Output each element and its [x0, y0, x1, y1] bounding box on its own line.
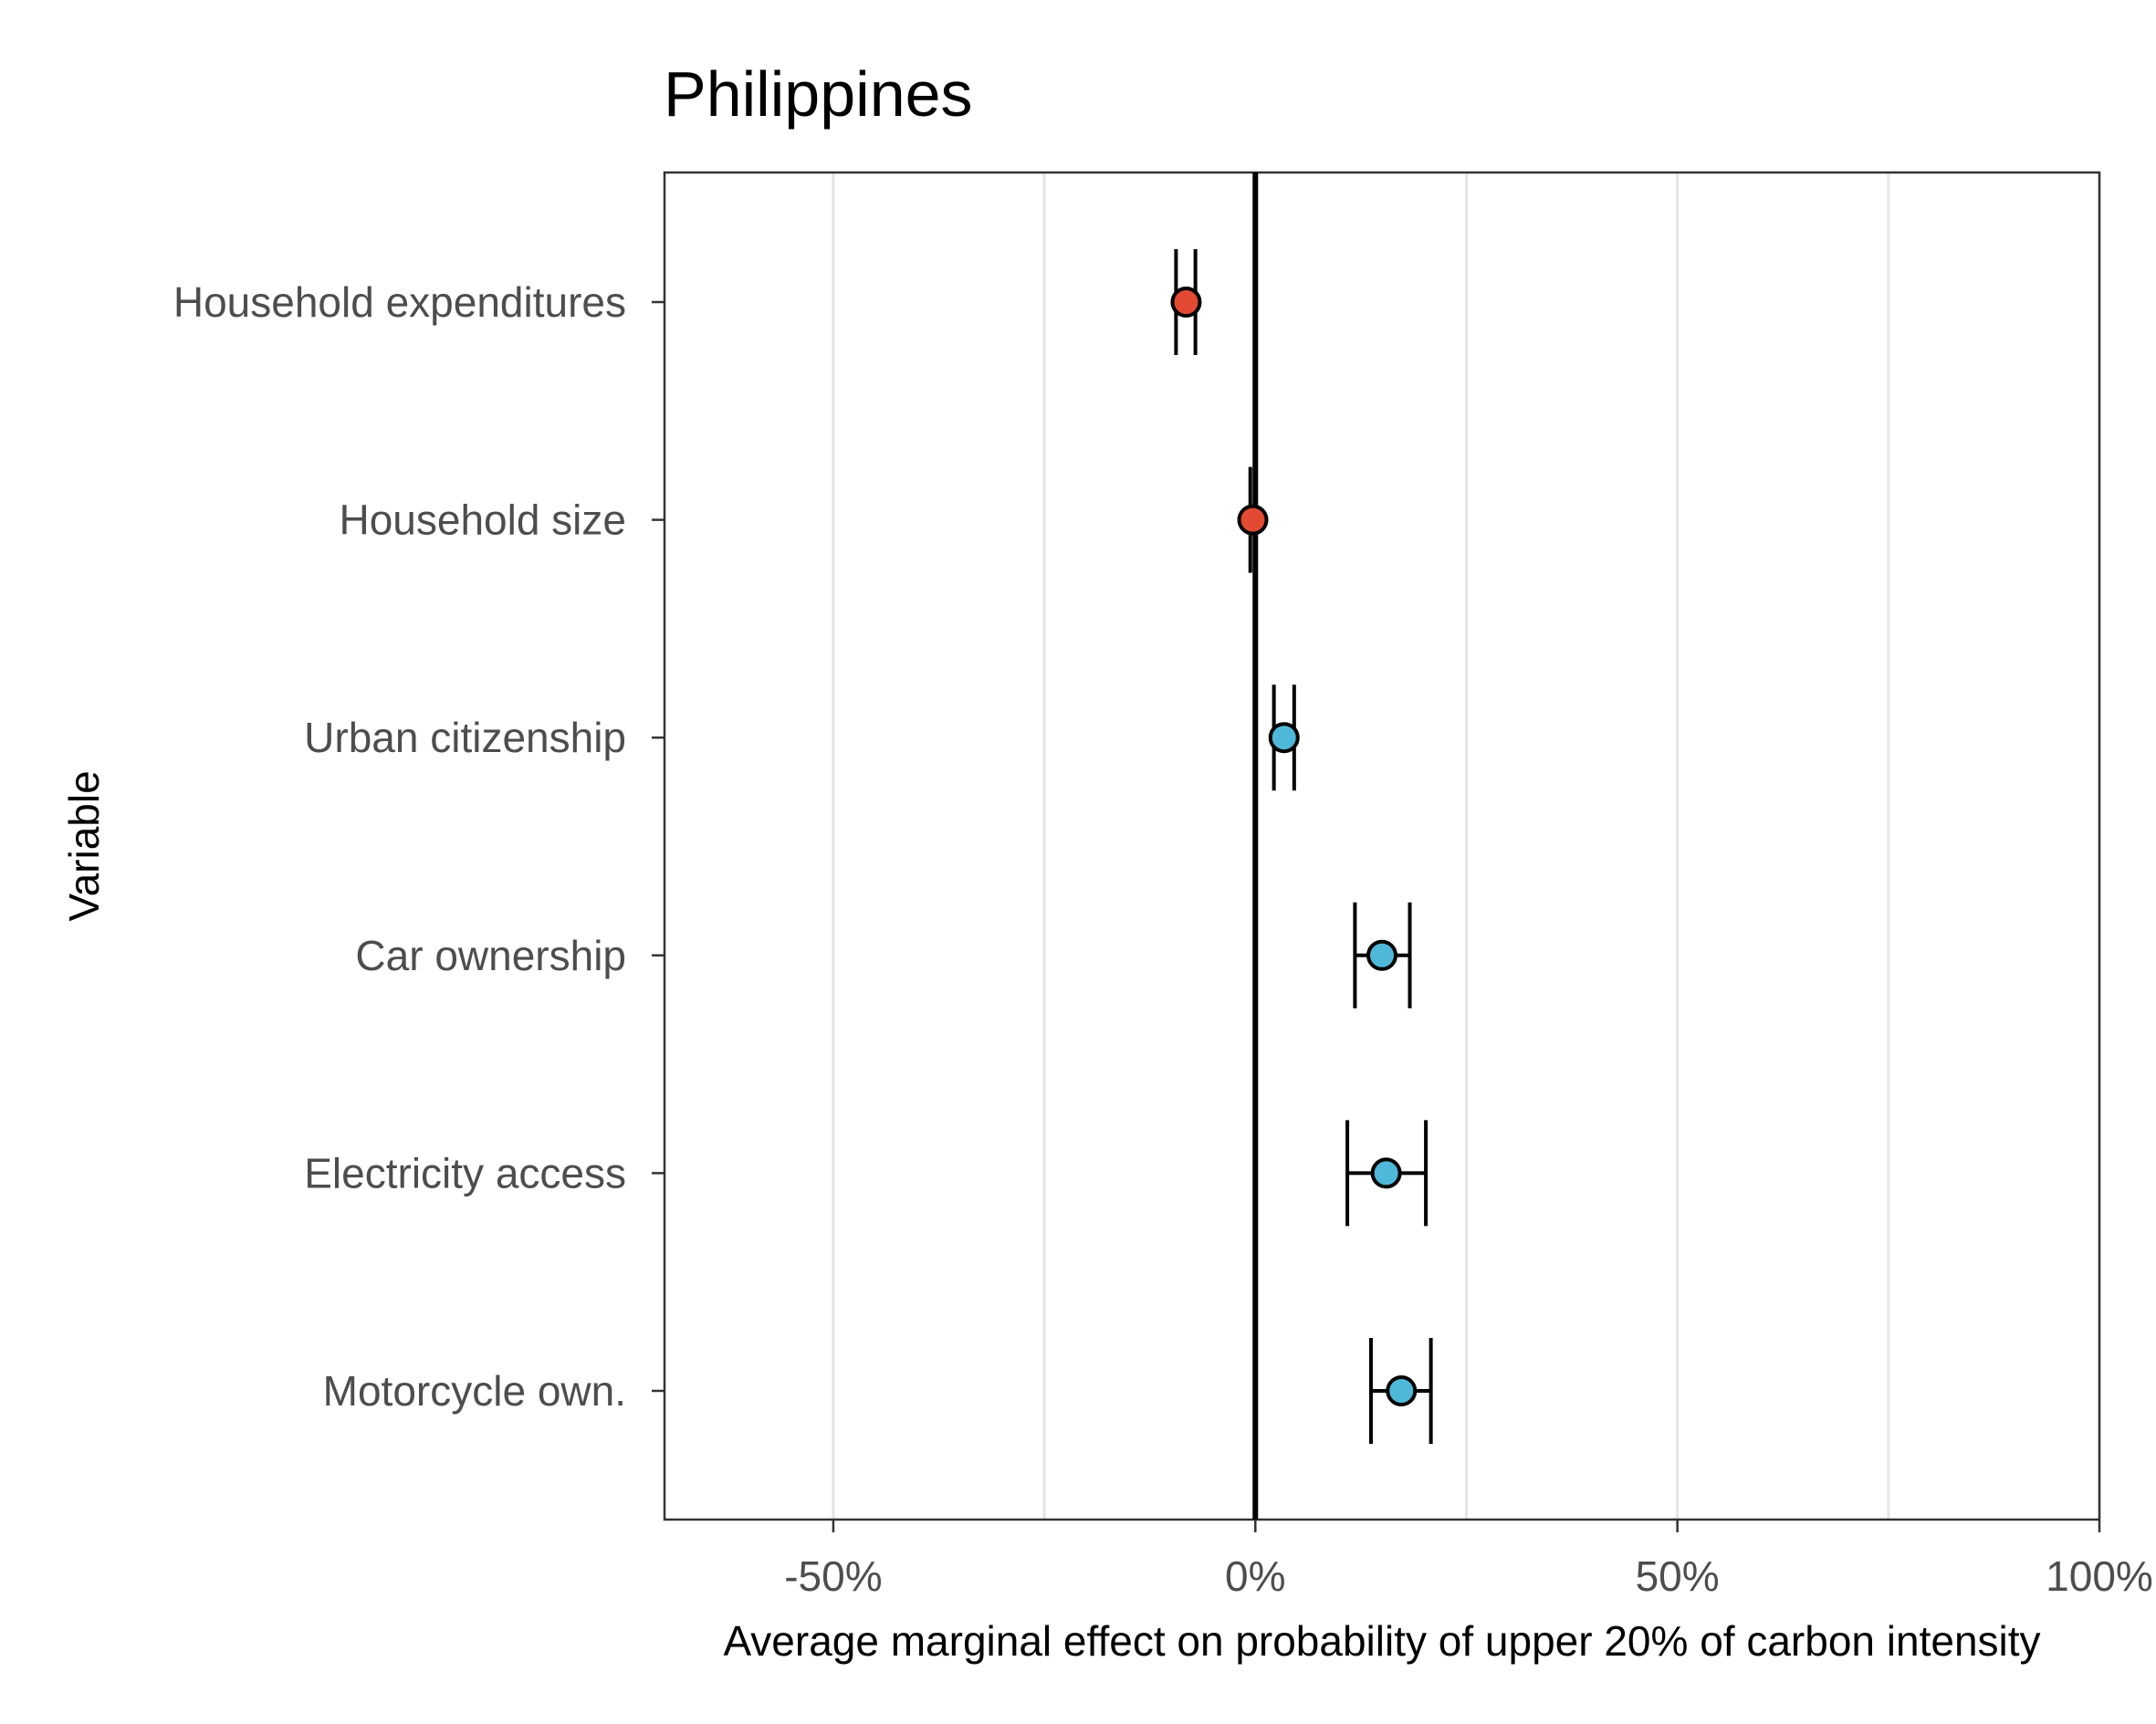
plot-panel	[663, 171, 2101, 1521]
x-tick-label: 0%	[1225, 1552, 1285, 1600]
y-axis: Household expenditures Household size Urba…	[173, 278, 665, 1415]
estimates	[1170, 249, 1433, 1444]
y-tick-label: Electricity access	[304, 1149, 626, 1196]
gridlines	[832, 172, 2101, 1520]
x-axis: -50% 0% 50% 100%	[784, 1520, 2153, 1600]
y-tick-label: Car ownership	[355, 932, 626, 979]
y-tick-label: Motorcycle own.	[323, 1367, 626, 1415]
point	[1268, 722, 1300, 754]
y-axis-title: Variable	[60, 770, 108, 921]
point	[1386, 1375, 1418, 1406]
y-tick-label: Household expenditures	[173, 278, 626, 326]
point	[1237, 504, 1269, 536]
x-axis-title: Average marginal effect on probability o…	[723, 1617, 2040, 1665]
point	[1370, 1157, 1402, 1189]
x-tick-label: -50%	[784, 1552, 882, 1600]
chart-title: Philippines	[664, 58, 973, 130]
y-tick-label: Urban citizenship	[304, 714, 626, 761]
point	[1366, 939, 1397, 971]
y-tick-label: Household size	[339, 496, 626, 544]
x-tick-label: 100%	[2046, 1552, 2153, 1600]
x-tick-label: 50%	[1636, 1552, 1720, 1600]
point	[1170, 287, 1202, 318]
